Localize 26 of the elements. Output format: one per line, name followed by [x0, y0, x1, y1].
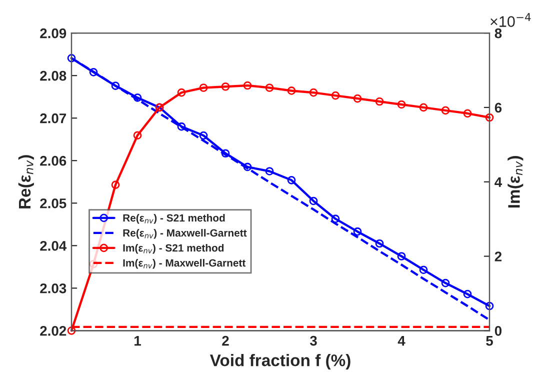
y2-tick-label: 6: [494, 102, 502, 113]
legend-label: Im(ε$_{nv}$) - S21 method: [123, 244, 224, 254]
y2-tick-label: 4: [494, 177, 502, 187]
y2-tick-label: 0: [494, 326, 502, 336]
legend-label: Re(ε$_{nv}$) - Maxwell-Garnett: [123, 228, 247, 239]
x-tick-label: 4: [398, 336, 406, 346]
y-tick-label: 2.08: [40, 70, 66, 81]
x-tick-label: 1: [134, 336, 141, 346]
legend-label: Re(ε$_{nv}$) - S21 method: [123, 214, 225, 224]
y-tick-label: 2.03: [40, 283, 66, 294]
y-tick-label: 2.02: [40, 326, 66, 336]
y-tick-label: 2.09: [40, 28, 66, 38]
y2-tick-label: 2: [494, 252, 502, 262]
x-tick-label: 5: [486, 336, 493, 346]
x-tick-label: 2: [222, 336, 229, 346]
x-axis-title: Void fraction f (%): [210, 354, 350, 370]
y-tick-label: 2.06: [40, 156, 66, 166]
y2-axis-title: Im(ε$_{nv}$): [508, 156, 524, 208]
y-axis-title: Re(ε$_{nv}$): [18, 155, 34, 208]
y2-tick-label: 8: [494, 28, 502, 38]
y-tick-label: 2.07: [40, 113, 66, 124]
y-tick-label: 2.04: [40, 240, 67, 251]
text: ×10$^{−4}$: [490, 13, 531, 27]
y-tick-label: 2.05: [40, 198, 66, 208]
legend-label: Im(ε$_{nv}$) - Maxwell-Garnett: [123, 258, 246, 269]
x-tick-label: 3: [310, 336, 317, 346]
